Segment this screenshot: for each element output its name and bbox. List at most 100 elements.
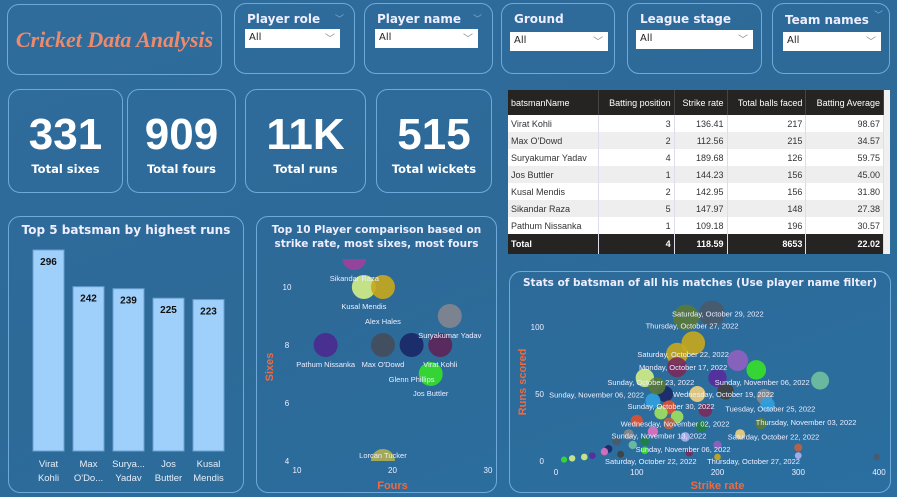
y-tick-label: 50: [535, 390, 544, 399]
match-bubble[interactable]: [673, 304, 700, 331]
match-bubble[interactable]: [667, 357, 688, 378]
ground-dropdown[interactable]: All ﹀: [510, 32, 608, 51]
slicer-player-role[interactable]: Player role ﹀ All ﹀: [234, 3, 355, 74]
bubble[interactable]: [351, 275, 376, 299]
chart-title: Top 10 Player comparison based on strike…: [271, 224, 482, 250]
team-names-dropdown[interactable]: All ﹀: [783, 32, 881, 51]
bar-category-label: Mendis: [193, 473, 224, 484]
bubble-label: Lorcan Tucker: [359, 451, 407, 460]
match-bubble[interactable]: [685, 449, 693, 457]
match-bubble[interactable]: [647, 426, 659, 437]
match-bubble[interactable]: [580, 453, 588, 461]
match-bubble[interactable]: [628, 440, 637, 450]
match-bubble[interactable]: [689, 386, 706, 402]
total-cell: 4: [598, 234, 675, 254]
bubble[interactable]: [313, 333, 338, 357]
match-bubble[interactable]: [623, 429, 634, 440]
table-cell: 148: [727, 200, 807, 217]
bar-category-label: Kusal: [197, 459, 221, 470]
bubble[interactable]: [437, 304, 462, 328]
slicer-team-names[interactable]: Team names ﹀ All ﹀: [772, 3, 890, 74]
match-bubble[interactable]: [698, 300, 725, 327]
match-bubble[interactable]: [640, 436, 650, 446]
chart-title: Stats of batsman of all his matches (Use…: [523, 277, 877, 289]
chevron-down-icon[interactable]: ﹀: [334, 15, 344, 25]
match-bubble[interactable]: [680, 432, 690, 442]
match-bubble[interactable]: [560, 456, 568, 463]
match-bubble[interactable]: [695, 420, 707, 432]
match-bubble[interactable]: [617, 450, 625, 458]
player-role-dropdown[interactable]: All ﹀: [245, 29, 340, 48]
match-bubble[interactable]: [794, 443, 803, 452]
bar-category-label: Buttler: [155, 473, 182, 484]
column-header[interactable]: Batting Average: [805, 90, 884, 115]
match-date-label: Saturday, October 29, 2022: [672, 310, 764, 319]
player-name-dropdown[interactable]: All ﹀: [375, 29, 478, 48]
bar[interactable]: [152, 297, 185, 452]
bubble[interactable]: [418, 362, 443, 386]
bar-category-label: Surya...: [112, 459, 145, 470]
bar[interactable]: [192, 299, 225, 452]
table-cell: 156: [727, 183, 807, 200]
kpi-label: Total sixes: [31, 162, 100, 176]
bubble[interactable]: [342, 246, 367, 270]
match-bubble[interactable]: [630, 414, 643, 427]
slicer-league-stage[interactable]: League stage All ﹀: [627, 3, 762, 74]
kpi-value: 331: [28, 110, 103, 159]
match-bubble[interactable]: [698, 403, 713, 417]
bubble[interactable]: [370, 449, 395, 473]
match-bubble[interactable]: [755, 417, 767, 430]
match-bubble[interactable]: [794, 452, 802, 460]
match-bubble[interactable]: [873, 453, 880, 461]
match-bubble[interactable]: [811, 371, 830, 390]
match-bubble[interactable]: [714, 453, 721, 461]
total-row: Total 4 118.59 8653 22.02: [508, 234, 884, 254]
bar-category-label: Kohli: [38, 473, 59, 484]
slicer-player-name[interactable]: Player name ﹀ All ﹀: [364, 3, 493, 74]
slicer-ground[interactable]: Ground All ﹀: [501, 3, 615, 74]
bubble[interactable]: [399, 333, 424, 357]
y-tick-label: 0: [540, 457, 545, 466]
bubble-chart-canvas: 4 6 8 10 10 20 30 Fours Sixes Sikandar Raza Kusal …: [264, 246, 493, 492]
match-bubble[interactable]: [708, 368, 727, 388]
match-bubble[interactable]: [645, 393, 661, 409]
match-bubble[interactable]: [648, 377, 666, 395]
match-bubble[interactable]: [713, 440, 722, 450]
league-stage-dropdown[interactable]: All ﹀: [636, 30, 753, 49]
match-bubble[interactable]: [588, 452, 596, 460]
chevron-down-icon[interactable]: ﹀: [472, 15, 482, 25]
bar[interactable]: [32, 249, 65, 452]
match-date-label: Thursday, October 27, 2022: [707, 457, 800, 466]
column-header[interactable]: batsmanName: [508, 90, 600, 115]
match-bubble[interactable]: [727, 350, 749, 371]
match-date-label: Sunday, October 30, 2022: [628, 402, 715, 411]
bubble-label: Sikandar Raza: [330, 274, 380, 283]
kpi-total-wickets: 515 Total wickets: [376, 89, 492, 193]
chevron-down-icon[interactable]: ﹀: [873, 11, 883, 21]
match-bubble[interactable]: [735, 429, 746, 440]
match-bubble[interactable]: [568, 455, 576, 462]
bar[interactable]: [72, 286, 105, 452]
bubble-label: Kusal Mendis: [341, 302, 386, 311]
match-bubble[interactable]: [717, 383, 734, 400]
match-bubble[interactable]: [654, 406, 668, 420]
match-bubble[interactable]: [670, 410, 684, 424]
bubble[interactable]: [428, 333, 453, 357]
match-bubble[interactable]: [663, 417, 675, 430]
table-row: Jos Buttler 1 144.23 156 45.00: [508, 166, 884, 183]
match-date-label: Thursday, November 03, 2022: [756, 418, 857, 427]
column-header[interactable]: Batting position: [598, 90, 675, 115]
match-bubble[interactable]: [600, 447, 609, 456]
match-bubble[interactable]: [760, 397, 775, 412]
match-bubble[interactable]: [681, 331, 706, 355]
bubble[interactable]: [370, 275, 395, 299]
match-bubble[interactable]: [612, 436, 622, 446]
column-header[interactable]: Strike rate: [674, 90, 728, 115]
match-bubble[interactable]: [746, 360, 767, 380]
match-bubble[interactable]: [641, 446, 649, 455]
y-tick-label: 100: [531, 323, 545, 332]
bubble[interactable]: [370, 333, 395, 357]
column-header[interactable]: Total balls faced: [727, 90, 807, 115]
table-scrollbar[interactable]: [884, 90, 890, 254]
bar[interactable]: [112, 288, 145, 452]
